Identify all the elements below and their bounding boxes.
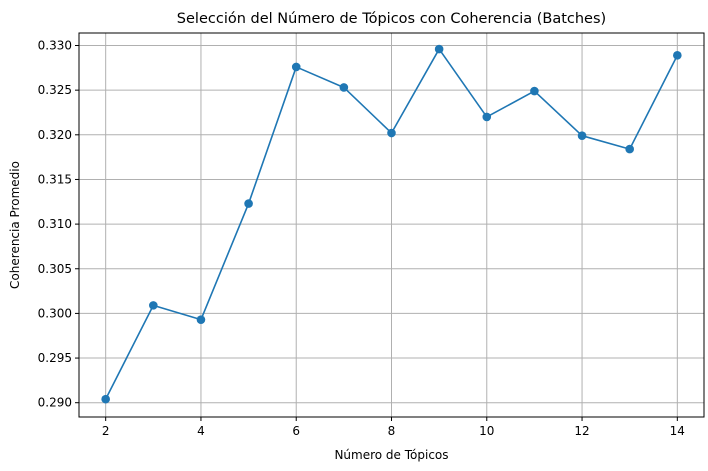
x-tick-label: 14 — [670, 424, 685, 438]
y-tick-label: 0.310 — [38, 217, 72, 231]
x-tick-label: 12 — [574, 424, 589, 438]
data-point — [625, 144, 634, 154]
data-point — [434, 44, 444, 54]
x-tick-label: 2 — [102, 424, 110, 438]
axis-ticks: 2 4 6 8 10 12 14 0.290 0.295 0.300 0.305 0.310 0.315… — [38, 39, 685, 438]
y-tick-label: 0.300 — [38, 306, 72, 320]
x-tick-label: 4 — [197, 424, 205, 438]
data-point — [339, 83, 349, 92]
data-point — [577, 131, 587, 140]
x-tick-label: 8 — [388, 424, 396, 438]
data-point — [387, 128, 396, 138]
data-point — [244, 199, 253, 208]
y-tick-label: 0.320 — [38, 128, 72, 142]
chart-title: Selección del Número de Tópicos con Cohe… — [177, 11, 606, 27]
data-point — [101, 394, 110, 404]
x-axis-label: Número de Tópicos — [334, 448, 448, 462]
y-tick-label: 0.330 — [38, 39, 72, 53]
data-point — [291, 62, 301, 72]
x-tick-label: 10 — [479, 424, 494, 438]
data-point — [149, 301, 158, 310]
data-point — [673, 51, 682, 60]
y-tick-label: 0.315 — [38, 172, 72, 186]
data-point — [530, 86, 539, 96]
y-tick-label: 0.295 — [38, 351, 72, 365]
y-tick-label: 0.290 — [38, 396, 72, 410]
series-group — [101, 44, 682, 404]
y-tick-label: 0.325 — [38, 83, 72, 97]
x-tick-label: 6 — [292, 424, 300, 438]
y-axis-label: Coherencia Promedio — [8, 161, 22, 289]
data-point — [482, 112, 492, 122]
data-point — [196, 315, 206, 324]
y-tick-label: 0.305 — [38, 262, 72, 276]
